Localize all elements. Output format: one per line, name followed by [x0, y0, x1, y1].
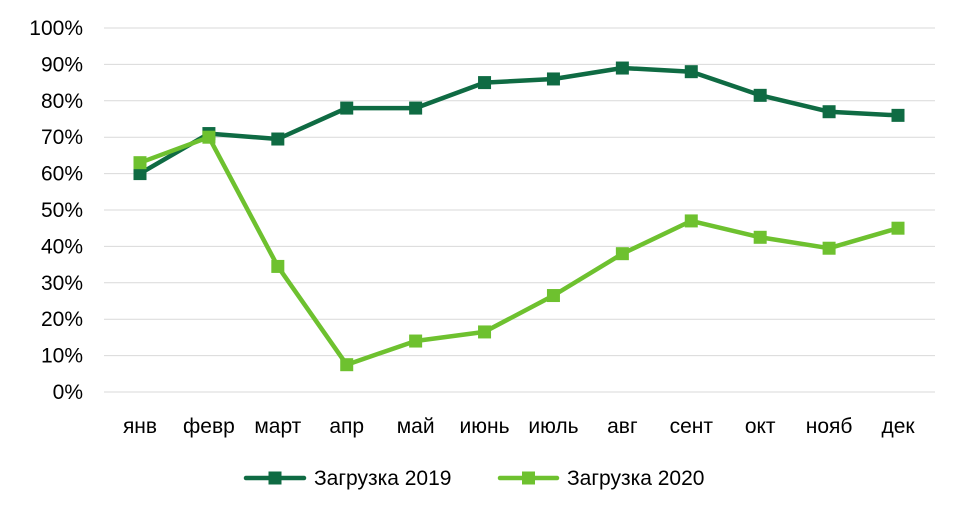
y-tick-label: 0%: [53, 381, 83, 404]
series-line: [137, 134, 901, 367]
data-point-marker: [615, 61, 629, 75]
series-2: [133, 130, 905, 372]
data-point-marker: [409, 101, 423, 115]
y-tick-label: 40%: [41, 235, 83, 258]
x-tick-label: окт: [745, 415, 776, 438]
x-axis-tick-labels: янв февр март апр май июнь июль авг сент окт нояб д…: [123, 415, 915, 438]
x-tick-label: нояб: [806, 415, 853, 438]
data-point-marker: [271, 259, 285, 273]
legend: Загрузка 2019 Загрузка 2020: [243, 467, 704, 490]
y-tick-label: 80%: [41, 90, 83, 113]
x-tick-label: сент: [670, 415, 714, 438]
y-tick-label: 20%: [41, 308, 83, 331]
legend-label: Загрузка 2019: [314, 467, 451, 490]
y-axis-tick-labels: 0% 10% 20% 30% 40% 50% 60% 70% 80% 90% 100%: [29, 17, 83, 404]
gridlines: [104, 27, 935, 393]
data-point-marker: [409, 334, 423, 348]
y-tick-label: 90%: [41, 53, 83, 76]
y-tick-label: 70%: [41, 126, 83, 149]
data-point-marker: [891, 108, 905, 122]
series-1: [133, 61, 905, 181]
legend-item-2: Загрузка 2020: [497, 467, 704, 490]
data-point-marker: [891, 221, 905, 235]
data-point-marker: [684, 214, 698, 228]
x-tick-label: июнь: [460, 415, 510, 438]
data-point-marker: [271, 132, 285, 146]
data-point-marker: [340, 358, 354, 372]
x-tick-label: июль: [528, 415, 578, 438]
data-point-marker: [615, 247, 629, 261]
data-point-marker: [822, 241, 836, 255]
legend-item-1: Загрузка 2019: [243, 467, 451, 490]
series-lines: [133, 61, 905, 372]
data-point-marker: [340, 101, 354, 115]
data-point-marker: [133, 156, 147, 170]
data-point-marker: [546, 289, 560, 303]
y-tick-label: 100%: [29, 17, 83, 40]
y-tick-label: 10%: [41, 345, 83, 368]
x-tick-label: дек: [881, 415, 915, 438]
x-tick-label: янв: [123, 415, 157, 438]
data-point-marker: [478, 325, 492, 339]
data-point-marker: [546, 72, 560, 86]
data-point-marker: [753, 88, 767, 102]
x-tick-label: февр: [183, 415, 235, 438]
y-tick-label: 50%: [41, 199, 83, 222]
legend-marker: [268, 471, 282, 485]
data-point-marker: [684, 65, 698, 79]
data-point-marker: [753, 230, 767, 244]
legend-marker: [522, 471, 535, 485]
data-point-marker: [202, 130, 216, 144]
y-tick-label: 30%: [41, 272, 83, 295]
data-point-marker: [822, 105, 836, 119]
x-tick-label: апр: [329, 415, 364, 438]
x-tick-label: март: [254, 415, 301, 438]
legend-label: Загрузка 2020: [567, 467, 704, 490]
data-point-marker: [478, 76, 492, 90]
x-tick-label: авг: [607, 415, 638, 438]
data-point-marker: [133, 167, 147, 181]
series-line: [137, 65, 901, 176]
x-tick-label: май: [397, 415, 435, 438]
y-tick-label: 60%: [41, 163, 83, 186]
